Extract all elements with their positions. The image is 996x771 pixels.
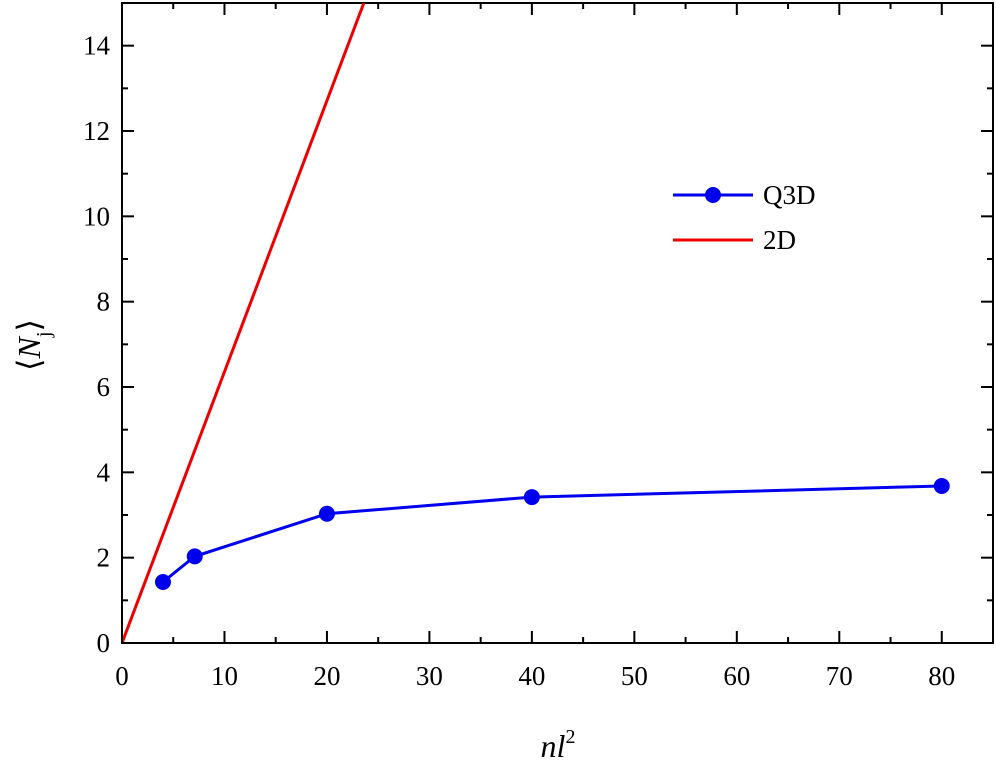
y-tick-label: 14 (83, 31, 111, 61)
y-axis-label: ⟨Nj⟩ (11, 319, 55, 371)
legend-marker (705, 187, 721, 203)
series-line (122, 3, 366, 643)
legend-label: 2D (763, 225, 796, 255)
data-point (154, 573, 171, 590)
x-tick-label: 40 (518, 661, 545, 691)
legend-label: Q3D (763, 180, 816, 210)
x-label-sup: 2 (565, 726, 575, 748)
y-label-sub: j (33, 332, 55, 339)
y-tick-label: 4 (97, 457, 111, 487)
x-tick-label: 20 (313, 661, 340, 691)
y-tick-label: 2 (97, 543, 111, 573)
y-label-close: ⟩ (11, 319, 47, 331)
y-label-text: N (11, 335, 47, 359)
x-label-text: nl (541, 728, 566, 764)
series-line (162, 484, 942, 584)
data-point (523, 489, 540, 506)
data-point (318, 505, 335, 522)
x-tick-label: 50 (621, 661, 648, 691)
data-point (933, 477, 950, 494)
y-label-open: ⟨ (11, 358, 47, 370)
x-tick-label: 0 (115, 661, 129, 691)
data-point (186, 548, 203, 565)
x-axis-label: nl2 (541, 726, 576, 764)
y-tick-label: 10 (83, 201, 110, 231)
plot-frame (121, 2, 994, 644)
y-tick-label: 12 (83, 116, 110, 146)
y-tick-label: 8 (97, 287, 111, 317)
y-tick-label: 6 (97, 372, 111, 402)
x-tick-label: 30 (416, 661, 443, 691)
x-tick-label: 70 (826, 661, 853, 691)
x-tick-label: 10 (211, 661, 238, 691)
y-tick-label: 0 (97, 628, 111, 658)
x-tick-label: 60 (723, 661, 750, 691)
data-layer (122, 3, 950, 643)
x-tick-label: 80 (928, 661, 955, 691)
